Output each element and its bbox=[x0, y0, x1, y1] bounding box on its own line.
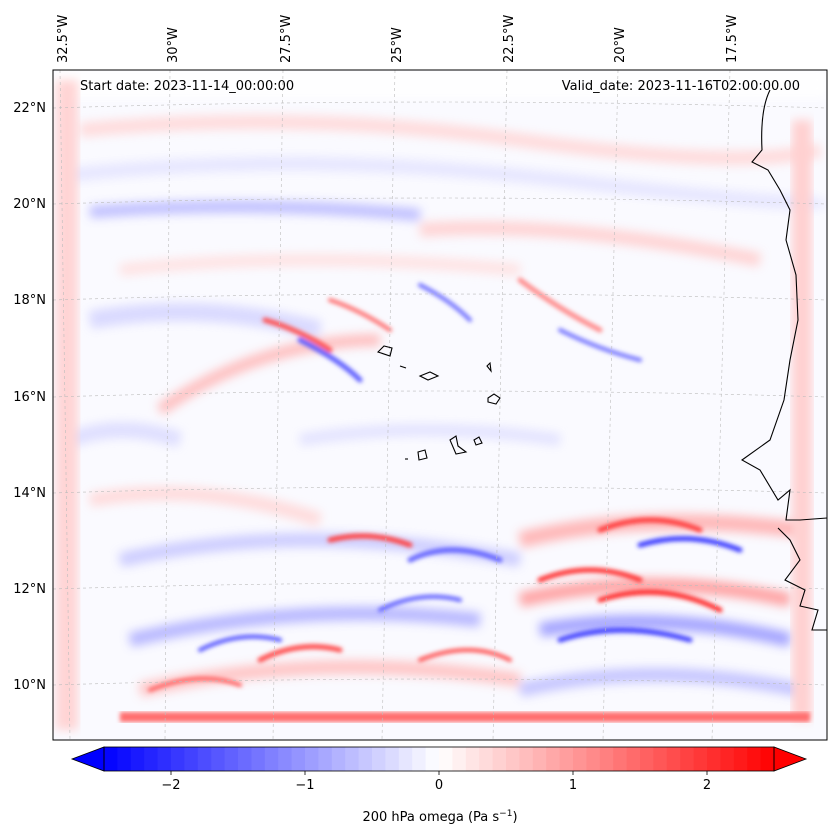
colorbar-cell bbox=[492, 747, 507, 771]
colorbar-cell bbox=[104, 747, 118, 771]
lat-label-14n: 14°N bbox=[13, 486, 46, 501]
colorbar-cell bbox=[385, 747, 400, 771]
colorbar-tick-label: 2 bbox=[703, 778, 711, 793]
lat-label-12n: 12°N bbox=[13, 582, 46, 597]
valid-date-label: Valid_date: 2023-11-16T02:00:00.00 bbox=[562, 79, 800, 94]
colorbar-cell bbox=[318, 747, 333, 771]
colorbar-cell bbox=[264, 747, 279, 771]
colorbar-cell bbox=[506, 747, 520, 771]
start-date-label: Start date: 2023-11-14_00:00:00 bbox=[80, 79, 294, 94]
lat-label-10n: 10°N bbox=[13, 678, 46, 693]
colorbar-cell bbox=[479, 747, 494, 771]
map-frame bbox=[52, 69, 828, 741]
colorbar-cell bbox=[452, 747, 467, 771]
colorbar: −2 −1 0 1 2 200 hPa omega (Pa s−1) bbox=[70, 746, 808, 825]
colorbar-cell bbox=[532, 747, 547, 771]
lon-label-17-5w: 17.5°W bbox=[725, 15, 740, 63]
colorbar-cell bbox=[238, 747, 252, 771]
lat-label-20n: 20°N bbox=[13, 197, 46, 212]
colorbar-cell bbox=[211, 747, 226, 771]
colorbar-cell bbox=[653, 747, 668, 771]
colorbar-cell bbox=[345, 747, 360, 771]
colorbar-cell bbox=[157, 747, 172, 771]
colorbar-cell bbox=[224, 747, 239, 771]
colorbar-cell bbox=[760, 747, 775, 771]
colorbar-label: 200 hPa omega (Pa s−1) bbox=[362, 809, 517, 825]
colorbar-cell bbox=[613, 747, 628, 771]
colorbar-tick-label: 0 bbox=[435, 778, 443, 793]
colorbar-label-main: 200 hPa omega (Pa s bbox=[362, 810, 499, 825]
colorbar-tick-label: 1 bbox=[569, 778, 577, 793]
lat-label-16n: 16°N bbox=[13, 390, 46, 405]
coastline bbox=[376, 89, 827, 631]
colorbar-cell bbox=[519, 747, 534, 771]
colorbar-cell bbox=[372, 747, 386, 771]
colorbar-cell bbox=[599, 747, 614, 771]
colorbar-cell bbox=[197, 747, 212, 771]
colorbar-cell bbox=[733, 747, 748, 771]
colorbar-cell bbox=[747, 747, 762, 771]
colorbar-cell bbox=[117, 747, 132, 771]
colorbar-cell bbox=[305, 747, 319, 771]
colorbar-cell bbox=[291, 747, 306, 771]
colorbar-cells bbox=[104, 747, 775, 771]
colorbar-cell bbox=[693, 747, 708, 771]
lon-label-32-5w: 32.5°W bbox=[56, 15, 71, 63]
colorbar-cell bbox=[546, 747, 561, 771]
longitude-labels: 32.5°W 30°W 27.5°W 25°W 22.5°W 20°W 17.5… bbox=[56, 15, 740, 63]
lon-label-27-5w: 27.5°W bbox=[279, 15, 294, 63]
colorbar-cell bbox=[130, 747, 145, 771]
lat-label-18n: 18°N bbox=[13, 293, 46, 308]
colorbar-extend-low bbox=[70, 746, 105, 772]
colorbar-cell bbox=[331, 747, 346, 771]
colorbar-cell bbox=[278, 747, 293, 771]
lon-label-22-5w: 22.5°W bbox=[502, 15, 517, 63]
colorbar-cell bbox=[425, 747, 440, 771]
lon-label-25w: 25°W bbox=[390, 27, 405, 63]
colorbar-tick-label: −1 bbox=[295, 778, 314, 793]
colorbar-cell bbox=[358, 747, 373, 771]
colorbar-cell bbox=[171, 747, 185, 771]
lon-label-20w: 20°W bbox=[613, 27, 628, 63]
colorbar-cell bbox=[680, 747, 695, 771]
colorbar-extend-high bbox=[773, 746, 808, 772]
lon-label-30w: 30°W bbox=[166, 27, 181, 63]
colorbar-cell bbox=[439, 747, 453, 771]
map-panel: Start date: 2023-11-14_00:00:00 Valid_da… bbox=[13, 15, 828, 741]
colorbar-cell bbox=[707, 747, 721, 771]
colorbar-cell bbox=[251, 747, 266, 771]
colorbar-cell bbox=[626, 747, 641, 771]
colorbar-cell bbox=[398, 747, 413, 771]
colorbar-cell bbox=[184, 747, 199, 771]
colorbar-cell bbox=[640, 747, 654, 771]
colorbar-cell bbox=[144, 747, 159, 771]
colorbar-cell bbox=[412, 747, 427, 771]
colorbar-cell bbox=[666, 747, 681, 771]
colorbar-cell bbox=[465, 747, 480, 771]
colorbar-label-sup: −1 bbox=[499, 809, 512, 819]
latitude-labels: 22°N 20°N 18°N 16°N 14°N 12°N 10°N bbox=[13, 101, 46, 693]
graticule bbox=[53, 70, 827, 740]
colorbar-cell bbox=[720, 747, 735, 771]
colorbar-cell bbox=[559, 747, 574, 771]
colorbar-label-end: ) bbox=[512, 810, 517, 825]
colorbar-tick-label: −2 bbox=[161, 778, 180, 793]
lat-label-22n: 22°N bbox=[13, 101, 46, 116]
colorbar-cell bbox=[586, 747, 601, 771]
colorbar-ticks: −2 −1 0 1 2 bbox=[161, 771, 711, 793]
colorbar-cell bbox=[573, 747, 587, 771]
